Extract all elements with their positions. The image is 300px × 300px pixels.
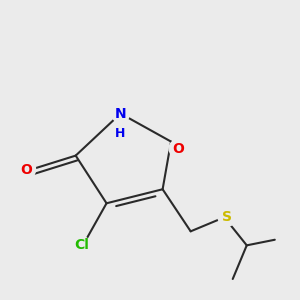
Text: Cl: Cl bbox=[74, 238, 89, 252]
Circle shape bbox=[18, 161, 36, 178]
Text: O: O bbox=[21, 163, 33, 177]
Circle shape bbox=[72, 236, 90, 254]
Text: N: N bbox=[115, 106, 126, 121]
Circle shape bbox=[218, 208, 236, 226]
Text: H: H bbox=[116, 127, 126, 140]
Circle shape bbox=[112, 105, 130, 122]
Circle shape bbox=[169, 140, 187, 158]
Text: S: S bbox=[222, 210, 232, 224]
Text: O: O bbox=[172, 142, 184, 156]
